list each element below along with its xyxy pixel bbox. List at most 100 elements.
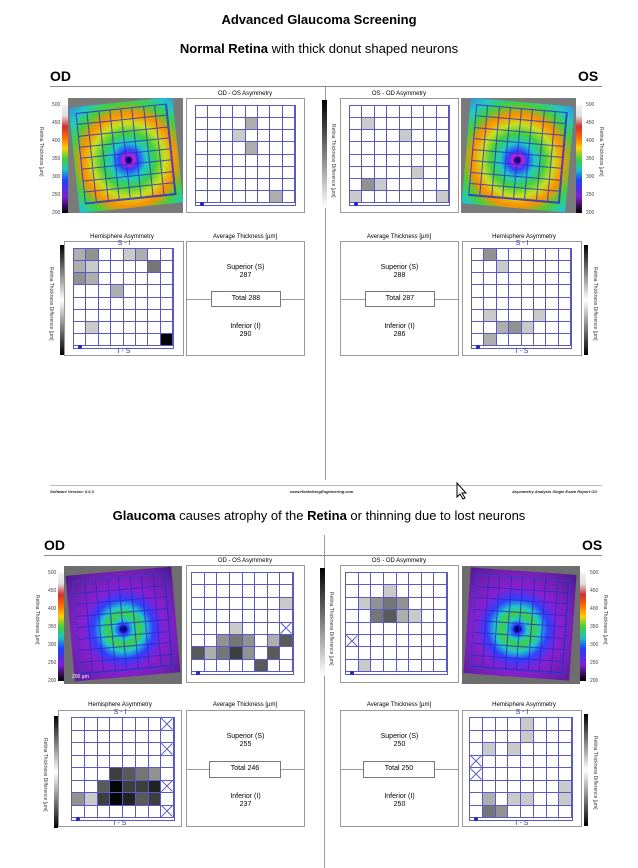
grid-cell bbox=[434, 634, 447, 648]
grid-cell bbox=[233, 106, 246, 119]
grid-cell bbox=[350, 130, 363, 143]
grid-cell bbox=[484, 249, 497, 262]
grid-cell bbox=[495, 768, 509, 781]
grid-cell bbox=[509, 309, 522, 322]
grid-cell bbox=[411, 190, 425, 203]
grid-cell bbox=[255, 585, 268, 598]
grid-cell bbox=[421, 585, 435, 598]
grid-cell bbox=[148, 261, 161, 274]
grid-cell bbox=[387, 142, 400, 155]
grid-cell bbox=[346, 634, 359, 648]
grid-cell bbox=[350, 118, 363, 131]
grid-cell bbox=[374, 118, 388, 131]
grid-cell bbox=[383, 634, 397, 648]
grid-cell bbox=[421, 659, 435, 672]
mouse-cursor-icon bbox=[456, 482, 468, 500]
grid-cell bbox=[208, 106, 221, 119]
grid-cell bbox=[123, 297, 136, 310]
center-marker bbox=[76, 817, 81, 821]
grid-cell bbox=[558, 333, 571, 346]
map-cell bbox=[163, 182, 176, 196]
grid-cell bbox=[399, 118, 412, 131]
grid-cell bbox=[74, 273, 87, 286]
grid-cell bbox=[350, 142, 363, 155]
grid-cell bbox=[350, 106, 363, 119]
grid-cell bbox=[245, 178, 258, 191]
grid-cell bbox=[98, 285, 112, 298]
grid-cell bbox=[111, 309, 124, 322]
grid-cell bbox=[362, 154, 375, 167]
map-cell bbox=[556, 580, 570, 593]
thickness-grid-overlay bbox=[72, 573, 174, 675]
grid-cell bbox=[546, 743, 560, 756]
grid-cell bbox=[387, 130, 400, 143]
os2-thickness-scale: 500 450 400 350 300 250 200 Retina Thickness [… bbox=[580, 570, 610, 686]
grid-cell bbox=[267, 622, 281, 635]
grid-cell bbox=[270, 190, 283, 203]
map-cell bbox=[530, 624, 543, 638]
tick-label: 300 bbox=[52, 174, 61, 180]
grid-cell bbox=[546, 333, 559, 346]
grid-cell bbox=[436, 166, 449, 179]
grid-cell bbox=[546, 297, 559, 310]
grid-cell bbox=[358, 622, 372, 635]
grid-cell bbox=[533, 755, 547, 768]
os-od-asym-label: OS - OD Asymmetry bbox=[371, 91, 427, 97]
grid-cell bbox=[123, 261, 136, 274]
od2-thickness-scale: Retina Thickness [µm] 500 450 400 350 300 250… bbox=[34, 570, 64, 686]
grid-cell bbox=[482, 768, 496, 781]
grid-cell bbox=[508, 805, 521, 818]
grid-cell bbox=[98, 333, 112, 346]
grid-cell bbox=[86, 321, 99, 334]
grid-cell bbox=[257, 118, 271, 131]
grid-cell bbox=[371, 597, 384, 611]
eye-label-os-2: OS bbox=[582, 537, 603, 553]
grid-cell bbox=[280, 647, 293, 660]
grid-cell bbox=[84, 805, 98, 818]
grid-cell bbox=[533, 768, 547, 781]
grid-cell bbox=[409, 597, 422, 611]
grid-cell bbox=[387, 166, 400, 179]
grid-cell bbox=[245, 154, 258, 167]
center-marker bbox=[196, 671, 201, 675]
grid-cell bbox=[72, 755, 85, 768]
map-cell bbox=[519, 624, 532, 637]
grid-cell bbox=[346, 573, 359, 586]
grid-cell bbox=[346, 610, 359, 623]
grid-cell bbox=[110, 780, 123, 793]
map-cell bbox=[516, 658, 530, 671]
grid-cell bbox=[267, 573, 281, 586]
grid-cell bbox=[533, 297, 547, 310]
map-cell bbox=[487, 587, 500, 600]
tick-label: 400 bbox=[586, 138, 595, 144]
grid-cell bbox=[233, 154, 246, 167]
grid-cell bbox=[436, 130, 449, 143]
grid-cell bbox=[374, 142, 388, 155]
grid-cell bbox=[257, 190, 271, 203]
grid-cell bbox=[470, 718, 483, 731]
map-cell bbox=[485, 610, 498, 623]
map-cell bbox=[528, 659, 541, 672]
grid-cell bbox=[521, 261, 534, 274]
grid-cell bbox=[399, 154, 412, 167]
os-avg-panel: Superior (S) 288 Total 287 Inferior (I) … bbox=[340, 241, 459, 356]
grid-cell bbox=[111, 285, 124, 298]
grid-cell bbox=[220, 130, 234, 143]
grid-cell bbox=[111, 261, 124, 274]
grid-cell bbox=[396, 585, 410, 598]
map-cell bbox=[487, 575, 501, 588]
map-cell bbox=[484, 621, 498, 634]
grid-cell bbox=[267, 585, 281, 598]
grid-cell bbox=[358, 610, 372, 623]
grid-cell bbox=[111, 321, 124, 334]
grid-cell bbox=[421, 573, 435, 586]
eye-label-od: OD bbox=[50, 68, 71, 84]
report-header-line bbox=[50, 86, 602, 87]
grid-cell bbox=[482, 755, 496, 768]
grid-cell bbox=[148, 730, 162, 743]
map-cell bbox=[533, 578, 547, 592]
grid-cell bbox=[387, 154, 400, 167]
grid-cell bbox=[350, 154, 363, 167]
grid-cell bbox=[84, 793, 98, 806]
grid-cell bbox=[533, 321, 547, 334]
